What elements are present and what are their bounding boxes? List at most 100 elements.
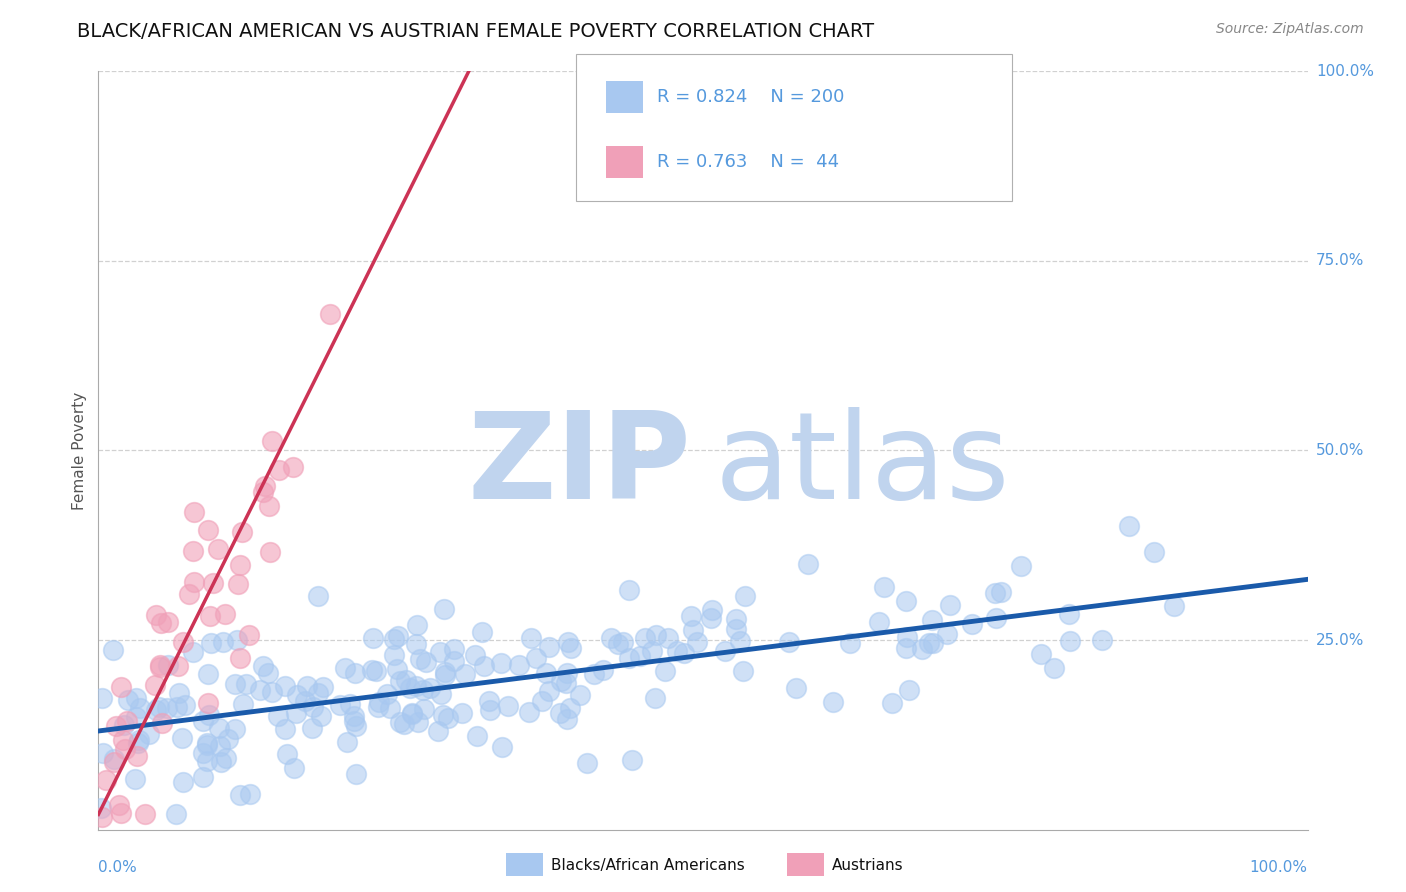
Point — [149, 616, 172, 631]
Point — [269, 463, 291, 477]
Point — [382, 632, 405, 646]
Point — [145, 608, 167, 623]
Point — [101, 643, 124, 657]
Point — [134, 806, 156, 821]
Point — [896, 630, 918, 644]
Text: 25.0%: 25.0% — [1316, 632, 1364, 648]
Point — [918, 636, 941, 650]
Point — [329, 698, 352, 713]
Point — [295, 679, 318, 693]
Point — [217, 731, 239, 746]
Point — [839, 636, 862, 650]
Point — [401, 706, 423, 720]
Point — [408, 652, 430, 666]
Point — [198, 608, 221, 623]
Point — [702, 603, 724, 617]
Point — [443, 642, 465, 657]
Point — [173, 698, 195, 713]
Point — [443, 654, 465, 668]
Point — [387, 629, 409, 643]
Point — [412, 683, 434, 698]
Point — [156, 657, 179, 672]
Point — [252, 484, 274, 499]
Point — [685, 634, 707, 648]
Point — [1057, 607, 1080, 621]
Point — [156, 701, 179, 715]
Point — [228, 576, 250, 591]
Point — [193, 714, 215, 728]
Point — [654, 664, 676, 678]
Point — [93, 746, 115, 760]
Point — [405, 679, 427, 693]
Point — [366, 664, 388, 678]
Point — [724, 612, 747, 626]
Point — [555, 712, 578, 726]
Point — [430, 687, 453, 701]
Point — [464, 648, 486, 662]
Point — [105, 719, 128, 733]
Point — [294, 694, 316, 708]
Point — [232, 697, 254, 711]
Point — [645, 628, 668, 642]
Point — [361, 663, 384, 677]
Text: BLACK/AFRICAN AMERICAN VS AUSTRIAN FEMALE POVERTY CORRELATION CHART: BLACK/AFRICAN AMERICAN VS AUSTRIAN FEMAL… — [77, 22, 875, 41]
Point — [538, 640, 561, 654]
Point — [548, 706, 571, 720]
Point — [283, 761, 305, 775]
Point — [558, 701, 581, 715]
Point — [389, 714, 412, 729]
Point — [209, 756, 232, 770]
Point — [592, 663, 614, 677]
Point — [378, 700, 401, 714]
Point — [797, 558, 820, 572]
Text: 100.0%: 100.0% — [1250, 860, 1308, 875]
Point — [568, 688, 591, 702]
Point — [129, 701, 152, 715]
Point — [612, 635, 634, 649]
Point — [405, 637, 427, 651]
Point — [419, 681, 441, 695]
Point — [489, 656, 512, 670]
Point — [1059, 633, 1081, 648]
Point — [517, 705, 540, 719]
Point — [873, 581, 896, 595]
Text: 0.0%: 0.0% — [98, 860, 138, 875]
Point — [600, 631, 623, 645]
Point — [450, 706, 472, 721]
Point — [644, 691, 666, 706]
Point — [730, 633, 752, 648]
Point — [215, 750, 238, 764]
Point — [252, 659, 274, 673]
Point — [143, 678, 166, 692]
Point — [984, 611, 1007, 625]
Point — [91, 691, 114, 706]
Point — [538, 684, 561, 698]
Point — [238, 628, 260, 642]
Point — [413, 702, 436, 716]
Point — [524, 651, 547, 665]
Point — [550, 674, 572, 689]
Point — [395, 673, 418, 687]
Point — [342, 709, 364, 723]
Point — [724, 622, 747, 636]
Point — [922, 636, 945, 650]
Point — [478, 703, 501, 717]
Point — [896, 640, 918, 655]
Point — [257, 665, 280, 680]
Point — [1118, 519, 1140, 533]
Point — [344, 767, 367, 781]
Point — [333, 661, 356, 675]
Point — [170, 731, 193, 746]
Point — [339, 697, 361, 711]
Point — [114, 742, 136, 756]
Point — [785, 681, 807, 696]
Point — [128, 733, 150, 747]
Point — [990, 585, 1012, 599]
Point — [387, 662, 409, 676]
Point — [869, 615, 891, 629]
Point — [117, 693, 139, 707]
Point — [112, 718, 135, 732]
Point — [125, 691, 148, 706]
Point — [465, 729, 488, 743]
Point — [200, 636, 222, 650]
